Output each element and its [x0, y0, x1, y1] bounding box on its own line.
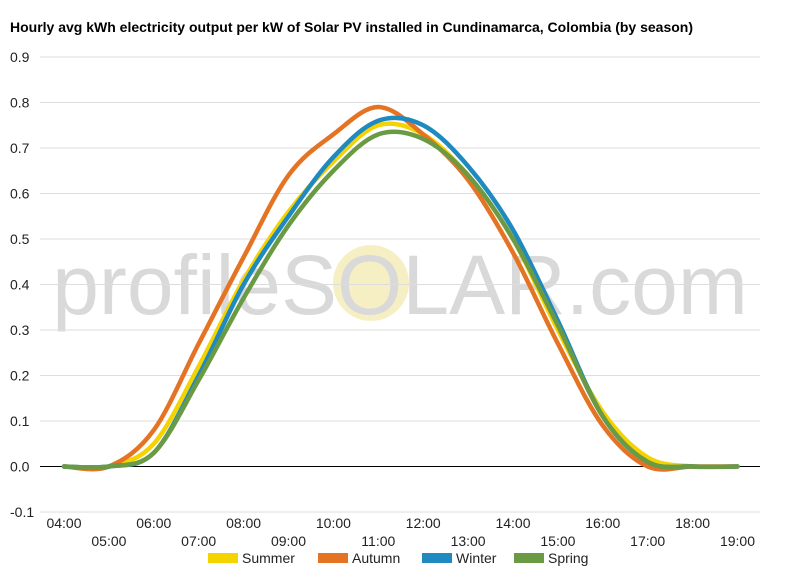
legend-item-summer: Summer	[208, 550, 295, 566]
legend-label: Spring	[548, 550, 588, 566]
legend-label: Winter	[456, 550, 497, 566]
x-tick-label: 14:00	[495, 515, 530, 531]
y-tick-label: 0.1	[10, 413, 30, 429]
legend-item-autumn: Autumn	[318, 550, 400, 566]
x-tick-label: 19:00	[720, 533, 755, 549]
series-line-spring	[61, 129, 740, 470]
x-tick-label: 04:00	[46, 515, 81, 531]
legend-item-spring: Spring	[514, 550, 588, 566]
y-tick-label: 0.7	[10, 140, 30, 156]
watermark-sun	[333, 245, 409, 321]
legend-label: Autumn	[352, 550, 400, 566]
y-tick-label: 0.9	[10, 49, 30, 65]
y-tick-label: -0.1	[10, 504, 34, 520]
y-tick-label: 0.4	[10, 277, 30, 293]
x-tick-label: 15:00	[540, 533, 575, 549]
y-tick-label: 0.0	[10, 459, 30, 475]
legend-swatch	[422, 553, 452, 563]
x-tick-label: 07:00	[181, 533, 216, 549]
y-tick-label: 0.3	[10, 322, 30, 338]
x-tick-label: 11:00	[361, 533, 395, 549]
chart-title: Hourly avg kWh electricity output per kW…	[10, 19, 694, 35]
y-tick-label: 0.8	[10, 95, 30, 111]
x-tick-label: 10:00	[316, 515, 351, 531]
legend-swatch	[514, 553, 544, 563]
legend-swatch	[318, 553, 348, 563]
y-tick-label: 0.6	[10, 186, 30, 202]
x-tick-label: 16:00	[585, 515, 620, 531]
y-tick-label: 0.2	[10, 368, 30, 384]
x-tick-label: 09:00	[271, 533, 306, 549]
x-tick-label: 05:00	[91, 533, 126, 549]
series-line-summer	[61, 121, 740, 471]
legend-swatch	[208, 553, 238, 563]
x-tick-label: 17:00	[630, 533, 665, 549]
x-tick-label: 18:00	[675, 515, 710, 531]
x-tick-label: 08:00	[226, 515, 261, 531]
x-tick-label: 06:00	[136, 515, 171, 531]
y-tick-label: 0.5	[10, 231, 30, 247]
x-tick-label: 12:00	[406, 515, 441, 531]
legend-label: Summer	[242, 550, 295, 566]
legend-item-winter: Winter	[422, 550, 497, 566]
x-tick-label: 13:00	[451, 533, 486, 549]
